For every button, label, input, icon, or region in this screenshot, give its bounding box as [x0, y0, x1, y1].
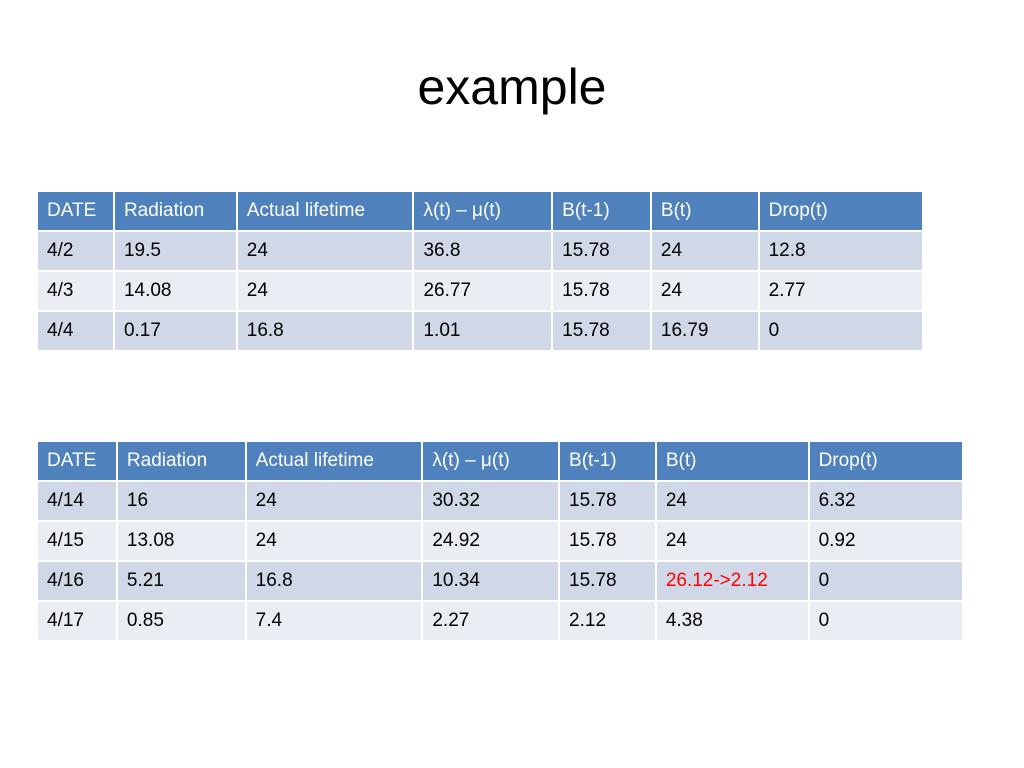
table-cell: 24 [654, 480, 810, 522]
column-header-b: B(t) [649, 190, 760, 232]
table-cell: 24 [649, 270, 760, 312]
table-cell: 15.78 [558, 480, 657, 522]
table-row: 4/2 19.5 24 36.8 15.78 24 12.8 [36, 230, 925, 272]
table-cell: 0.85 [115, 600, 247, 642]
table-cell: 15.78 [551, 270, 652, 312]
table-cell: 0.17 [112, 310, 238, 352]
table-cell: 4/2 [36, 230, 115, 272]
table-cell: 12.8 [757, 230, 925, 272]
table-cell: 24.92 [421, 520, 561, 562]
table-cell: 4/16 [36, 560, 118, 602]
column-header-radiation: Radiation [112, 190, 238, 232]
table-row: 4/17 0.85 7.4 2.27 2.12 4.38 0 [36, 600, 965, 642]
table-cell: 5.21 [115, 560, 247, 602]
column-header-actual-lifetime: Actual lifetime [235, 190, 415, 232]
table-cell: 1.01 [412, 310, 554, 352]
table-cell: 4/15 [36, 520, 118, 562]
table-header-row: DATE Radiation Actual lifetime λ(t) – μ(… [36, 190, 925, 232]
table-row: 4/15 13.08 24 24.92 15.78 24 0.92 [36, 520, 965, 562]
table-cell: 15.78 [558, 560, 657, 602]
column-header-lambda-mu: λ(t) – μ(t) [412, 190, 554, 232]
table-cell: 26.77 [412, 270, 554, 312]
column-header-radiation: Radiation [115, 440, 247, 482]
column-header-drop: Drop(t) [807, 440, 965, 482]
table-cell: 16.8 [244, 560, 424, 602]
table-cell: 0 [807, 560, 965, 602]
table-row: 4/3 14.08 24 26.77 15.78 24 2.77 [36, 270, 925, 312]
highlighted-cell: 26.12->2.12 [654, 560, 810, 602]
table-cell: 0 [807, 600, 965, 642]
column-header-date: DATE [36, 190, 115, 232]
table-cell: 2.12 [558, 600, 657, 642]
column-header-b: B(t) [654, 440, 810, 482]
slide-title: example [417, 59, 607, 115]
table-cell: 24 [654, 520, 810, 562]
table-cell: 14.08 [112, 270, 238, 312]
table-cell: 24 [244, 480, 424, 522]
table-cell: 2.77 [757, 270, 925, 312]
table-cell: 24 [235, 270, 415, 312]
table-cell: 16.8 [235, 310, 415, 352]
table-cell: 7.4 [244, 600, 424, 642]
table-cell: 15.78 [558, 520, 657, 562]
column-header-actual-lifetime: Actual lifetime [244, 440, 424, 482]
table-cell: 13.08 [115, 520, 247, 562]
column-header-b-prev: B(t-1) [558, 440, 657, 482]
table-cell: 0 [757, 310, 925, 352]
table-cell: 4/3 [36, 270, 115, 312]
table-cell: 24 [244, 520, 424, 562]
data-table-1: DATE Radiation Actual lifetime λ(t) – μ(… [36, 190, 925, 352]
table-cell: 24 [649, 230, 760, 272]
table-cell: 2.27 [421, 600, 561, 642]
table-cell: 4/17 [36, 600, 118, 642]
table-row: 4/16 5.21 16.8 10.34 15.78 26.12->2.12 0 [36, 560, 965, 602]
table-cell: 4/14 [36, 480, 118, 522]
table-cell: 19.5 [112, 230, 238, 272]
table-cell: 4/4 [36, 310, 115, 352]
table-cell: 16 [115, 480, 247, 522]
column-header-lambda-mu: λ(t) – μ(t) [421, 440, 561, 482]
table-cell: 0.92 [807, 520, 965, 562]
table-cell: 4.38 [654, 600, 810, 642]
table-row: 4/4 0.17 16.8 1.01 15.78 16.79 0 [36, 310, 925, 352]
table-row: 4/14 16 24 30.32 15.78 24 6.32 [36, 480, 965, 522]
table-cell: 10.34 [421, 560, 561, 602]
table-header-row: DATE Radiation Actual lifetime λ(t) – μ(… [36, 440, 965, 482]
table-cell: 24 [235, 230, 415, 272]
table-cell: 6.32 [807, 480, 965, 522]
table-cell: 16.79 [649, 310, 760, 352]
column-header-date: DATE [36, 440, 118, 482]
table-cell: 36.8 [412, 230, 554, 272]
table-cell: 30.32 [421, 480, 561, 522]
column-header-drop: Drop(t) [757, 190, 925, 232]
table-cell: 15.78 [551, 310, 652, 352]
data-table-2: DATE Radiation Actual lifetime λ(t) – μ(… [36, 440, 965, 642]
column-header-b-prev: B(t-1) [551, 190, 652, 232]
table-cell: 15.78 [551, 230, 652, 272]
